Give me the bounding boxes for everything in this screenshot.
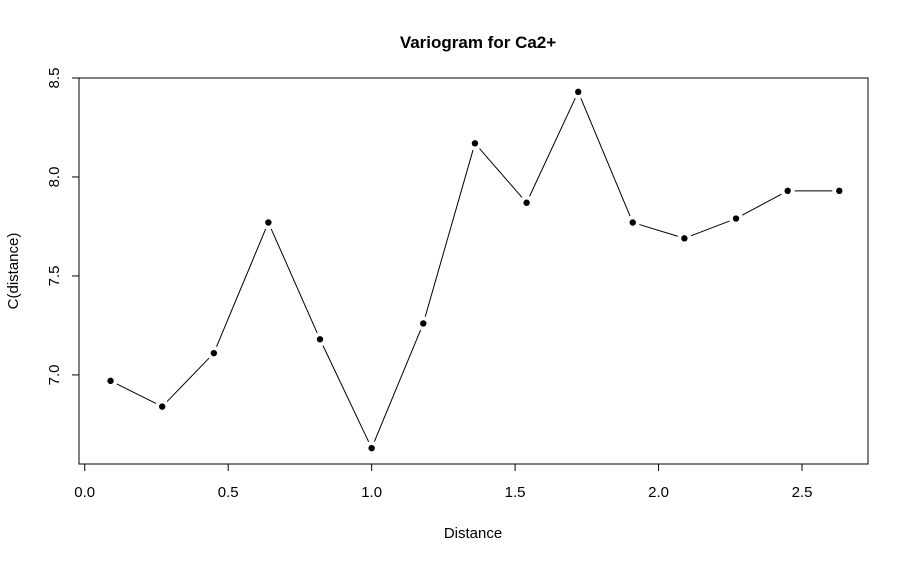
series-points <box>107 88 843 452</box>
series-segment <box>424 149 474 317</box>
y-tick-label: 8.0 <box>46 167 63 188</box>
x-tick-label: 0.5 <box>218 484 239 501</box>
series-segment <box>373 329 422 442</box>
x-tick-label: 2.5 <box>792 484 813 501</box>
series-segment <box>690 220 730 237</box>
y-tick-label: 7.5 <box>46 266 63 287</box>
y-tick-label: 8.5 <box>46 68 63 89</box>
series-segment <box>216 228 267 347</box>
chart-title: Variogram for Ca2+ <box>400 33 556 52</box>
data-point <box>732 215 740 222</box>
data-point <box>107 377 114 385</box>
series-segment <box>270 228 318 334</box>
x-tick-label: 1.5 <box>505 484 526 501</box>
series-segment <box>529 97 576 197</box>
series-segment <box>580 98 631 217</box>
series-segment <box>166 357 210 402</box>
data-point <box>368 444 375 452</box>
y-tick-label: 7.0 <box>46 364 63 385</box>
data-point <box>575 88 582 96</box>
series-segment <box>639 224 678 237</box>
data-point <box>523 199 530 206</box>
series-segment <box>116 383 157 404</box>
series-lines <box>116 97 833 443</box>
data-point <box>316 336 324 343</box>
data-point <box>784 187 791 195</box>
data-point <box>159 403 166 410</box>
data-point <box>629 219 636 226</box>
data-point <box>681 235 688 242</box>
data-point <box>471 140 479 147</box>
data-point <box>265 219 272 226</box>
x-tick-label: 1.0 <box>361 484 382 501</box>
data-point <box>836 187 843 195</box>
plot-frame <box>78 77 869 465</box>
x-axis: 0.0 0.5 1.0 1.5 2.0 2.5 <box>74 463 813 501</box>
y-axis: 7.0 7.5 8.0 8.5 <box>46 68 80 385</box>
data-point <box>420 320 427 327</box>
series-segment <box>479 148 523 198</box>
x-axis-label: Distance <box>444 525 502 542</box>
x-tick-label: 2.0 <box>648 484 669 501</box>
y-axis-label: C(distance) <box>5 233 22 310</box>
data-point <box>210 349 218 357</box>
series-segment <box>741 193 782 216</box>
series-segment <box>322 345 370 443</box>
x-tick-label: 0.0 <box>74 484 95 501</box>
